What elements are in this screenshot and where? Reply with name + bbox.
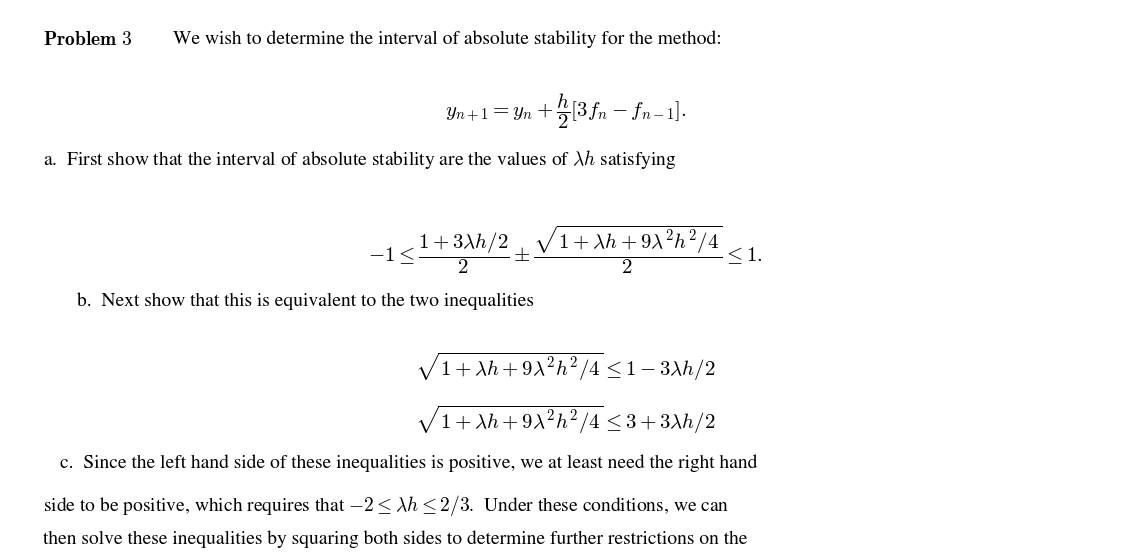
Text: $\sqrt{1 + \lambda h + 9\lambda^2 h^2/4} \leq 1 - 3\lambda h/2$: $\sqrt{1 + \lambda h + 9\lambda^2 h^2/4}… [415, 351, 716, 383]
Text: $y_{n+1} = y_n + \dfrac{h}{2}[3f_n - f_{n-1}].$: $y_{n+1} = y_n + \dfrac{h}{2}[3f_n - f_{… [444, 92, 687, 131]
Text: $-1 \leq \dfrac{1 + 3\lambda h/2}{2} \pm \dfrac{\sqrt{1 + \lambda h + 9\lambda^2: $-1 \leq \dfrac{1 + 3\lambda h/2}{2} \pm… [368, 223, 763, 276]
Text: $\sqrt{1 + \lambda h + 9\lambda^2 h^2/4} \leq 3 + 3\lambda h/2$: $\sqrt{1 + \lambda h + 9\lambda^2 h^2/4}… [415, 404, 716, 436]
Text: b.  Next show that this is equivalent to the two inequalities: b. Next show that this is equivalent to … [77, 292, 534, 310]
Text: We wish to determine the interval of absolute stability for the method:: We wish to determine the interval of abs… [173, 31, 722, 48]
Text: then solve these inequalities by squaring both sides to determine further restri: then solve these inequalities by squarin… [43, 530, 748, 548]
Text: side to be positive, which requires that $-2 \leq \lambda h \leq 2/3$.  Under th: side to be positive, which requires that… [43, 493, 729, 518]
Text: c.  Since the left hand side of these inequalities is positive, we at least need: c. Since the left hand side of these ine… [60, 454, 758, 472]
Text: a.  First show that the interval of absolute stability are the values of $\lambd: a. First show that the interval of absol… [43, 148, 676, 170]
Text: $\mathbf{Problem\ 3}$: $\mathbf{Problem\ 3}$ [43, 31, 132, 48]
